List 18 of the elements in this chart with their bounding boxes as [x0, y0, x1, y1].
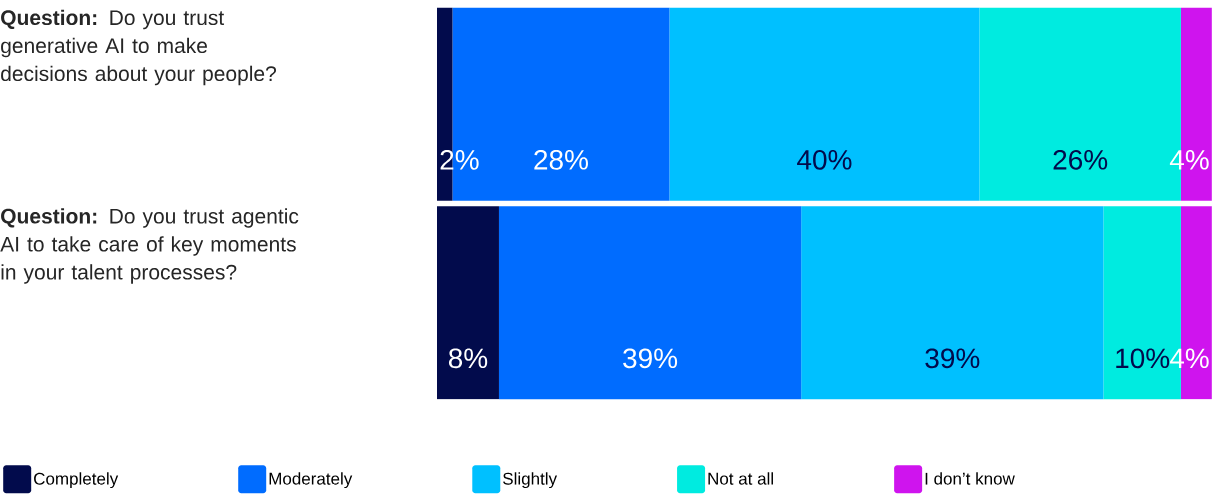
data-label: 39%: [925, 348, 980, 369]
bar: [498, 206, 802, 400]
legend-label: Completely: [34, 472, 119, 489]
legend-label: Not at all: [708, 472, 773, 485]
bar: [669, 7, 980, 201]
y-tick-label: Question: Do you trust generative AI to make decisions about your people?: [1, 9, 277, 86]
legend-label: Moderately: [269, 472, 353, 489]
data-label: 40%: [797, 149, 852, 170]
data-label: 26%: [1053, 149, 1108, 170]
data-label: 39%: [623, 348, 678, 369]
bar: [436, 206, 499, 400]
y-tick-label: Question: Do you trust agentic AI to take care of key moments in your talent processes?: [0, 208, 299, 284]
data-label: 28%: [534, 149, 588, 170]
legend-label: I don’t know: [925, 472, 1015, 485]
bar: [801, 206, 1104, 400]
data-label: 8%: [448, 348, 488, 369]
data-label: 10%: [1116, 348, 1170, 369]
legend-label: Slightly: [503, 472, 558, 489]
